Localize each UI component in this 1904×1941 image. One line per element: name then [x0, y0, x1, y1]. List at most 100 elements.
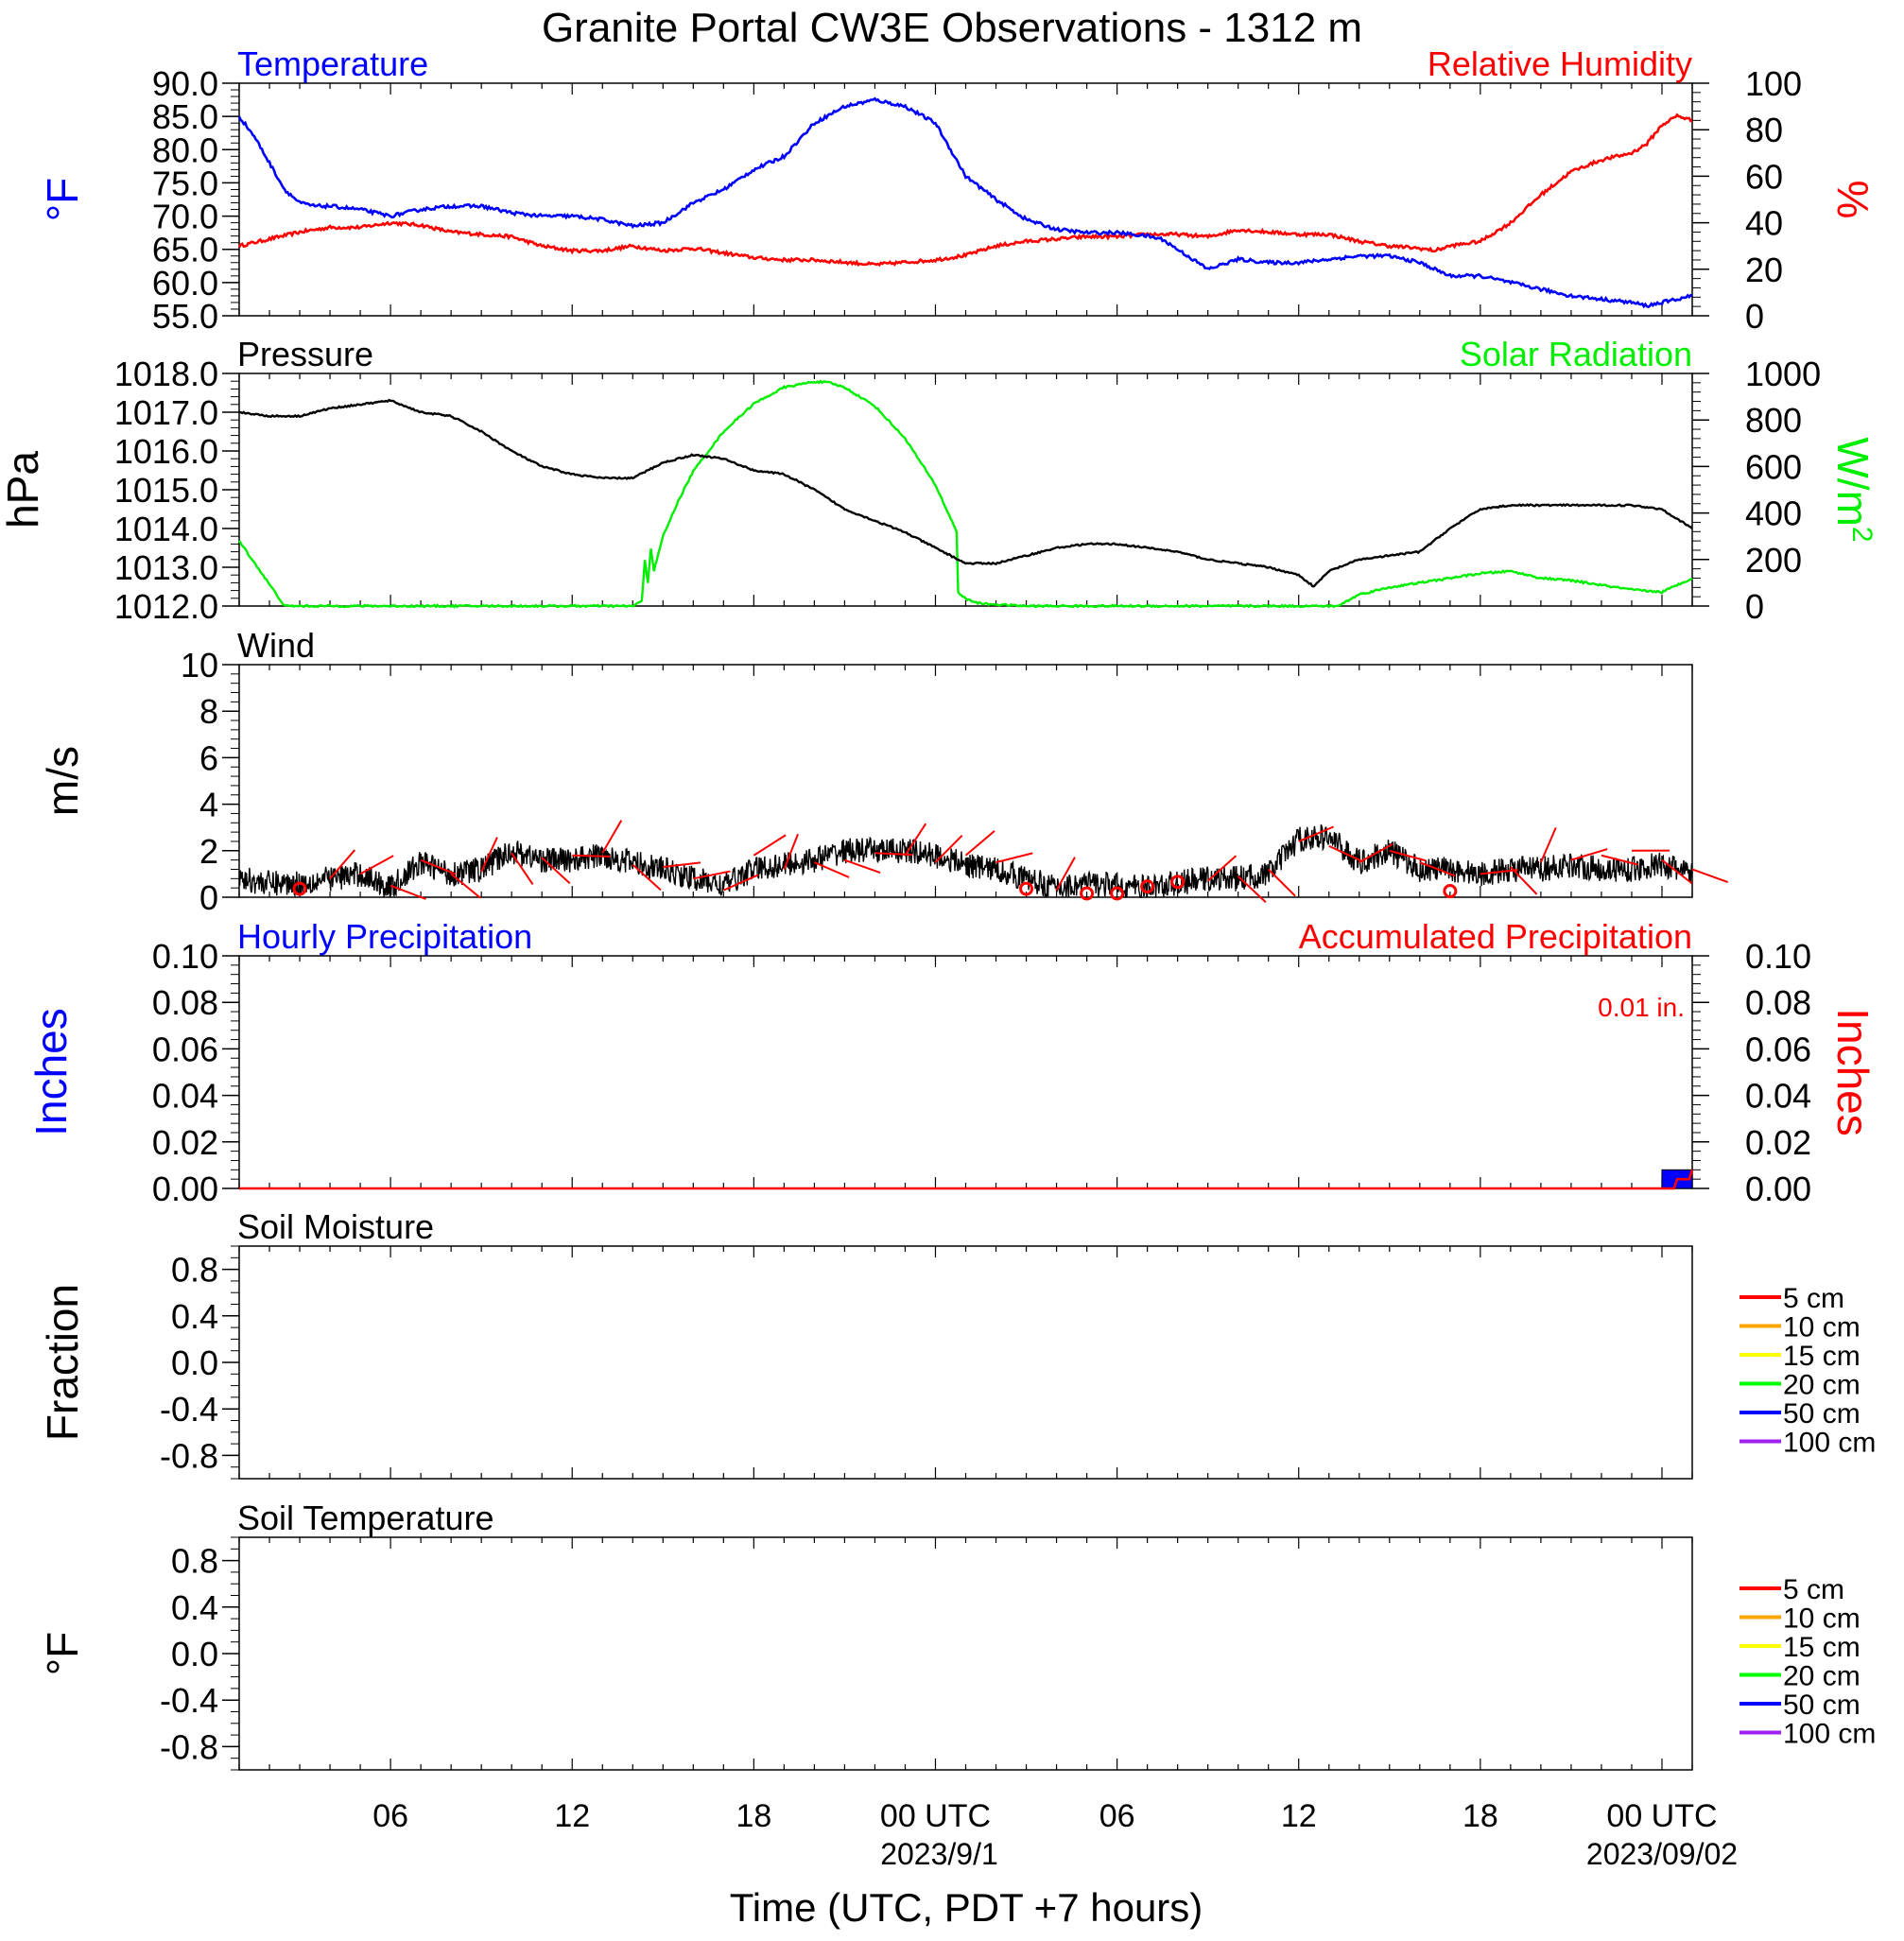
y-left-tick-label: 0.0	[171, 1343, 218, 1382]
y-left-tick-label: 90.0	[152, 64, 218, 103]
y-left-tick-label: 1018.0	[114, 355, 218, 393]
y-left-tick-label: 2	[199, 832, 218, 871]
y-left-tick-label: -0.4	[160, 1390, 218, 1429]
y-left-tick-label: 0.10	[152, 937, 218, 976]
panel-temperature_humidity: Temperature Relative Humidity 90.085.080.0…	[38, 44, 1878, 336]
y-right-label: W/m2	[1828, 437, 1878, 542]
panel-title-right: Accumulated Precipitation	[1299, 917, 1692, 956]
wind-barb	[541, 857, 571, 884]
y-left-tick-label: 10	[181, 646, 218, 685]
wind-barb	[753, 834, 787, 857]
panel-title-left: Pressure	[237, 335, 373, 373]
x-tick-label: 12	[1281, 1798, 1317, 1834]
wind-barb	[1389, 849, 1427, 862]
x-tick-label: 00 UTC	[880, 1798, 991, 1834]
legend-label: 15 cm	[1783, 1632, 1861, 1663]
y-left-tick-label: 1014.0	[114, 510, 218, 548]
wind-barb	[1298, 825, 1335, 842]
series-temperature-line	[237, 96, 1693, 309]
wind-barb	[783, 833, 799, 870]
y-left-label: Inches	[26, 1008, 76, 1136]
y-left-tick-label: 70.0	[152, 198, 218, 236]
panel-title-left: Soil Moisture	[237, 1207, 434, 1246]
y-right-tick-label: 80	[1745, 111, 1783, 149]
y-left-tick-label: 0.06	[152, 1030, 218, 1068]
wind-barb	[601, 820, 623, 854]
wind-barb	[904, 823, 927, 857]
y-left-tick-label: 0	[199, 878, 218, 917]
wind-barb	[1539, 826, 1557, 863]
wind-barb	[1238, 875, 1267, 903]
y-right-tick-label: 20	[1745, 251, 1783, 289]
wind-barb	[1328, 844, 1364, 863]
y-right-label: %	[1828, 181, 1878, 219]
y-right-tick-label: 200	[1745, 541, 1802, 580]
y-left-tick-label: 6	[199, 738, 218, 777]
panel-pressure_solar: Pressure Solar Radiation 1018.01017.01016.…	[0, 335, 1878, 626]
chart-title: Granite Portal CW3E Observations - 1312 …	[542, 5, 1362, 51]
y-left-tick-label: -0.8	[160, 1436, 218, 1475]
legend-label: 50 cm	[1783, 1690, 1861, 1721]
y-left-tick-label: 1017.0	[114, 393, 218, 432]
wind-barb	[844, 858, 881, 874]
legend-label: 100 cm	[1783, 1719, 1876, 1750]
wind-barb	[329, 849, 355, 879]
y-left-tick-label: 85.0	[152, 97, 218, 136]
wind-barb	[964, 830, 995, 857]
y-left-tick-label: 1015.0	[114, 471, 218, 510]
x-tick-label: 18	[1463, 1798, 1498, 1834]
y-left-tick-label: 1016.0	[114, 432, 218, 471]
wind-barb	[1691, 868, 1728, 883]
y-left-tick-label: 0.00	[152, 1170, 218, 1208]
panel-title-left: Temperature	[237, 44, 428, 83]
series-pressure-line	[238, 398, 1693, 588]
wind-barb	[632, 863, 662, 892]
y-right-tick-label: 0	[1745, 587, 1764, 626]
y-left-tick-label: -0.8	[160, 1727, 218, 1766]
legend-label: 10 cm	[1783, 1603, 1861, 1635]
wind-calm-marker	[1110, 886, 1125, 901]
precip-total-annotation: 0.01 in.	[1598, 993, 1685, 1022]
wind-barb	[814, 861, 850, 878]
x-tick-label: 12	[554, 1798, 590, 1834]
y-right-tick-label: 0.04	[1745, 1077, 1811, 1116]
legend-label: 10 cm	[1783, 1312, 1861, 1343]
y-right-tick-label: 100	[1745, 64, 1802, 103]
wind-barb	[1207, 855, 1238, 882]
panel-precipitation: Hourly Precipitation Accumulated Precipit…	[26, 917, 1878, 1208]
wind-barb	[450, 873, 481, 899]
y-left-label: m/s	[38, 746, 87, 816]
y-left-label: hPa	[0, 451, 47, 529]
wind-calm-marker	[1080, 886, 1095, 901]
y-right-tick-label: 0.10	[1745, 937, 1811, 976]
panel-soil_moisture: Soil Moisture 0.8 0.4 0.0 -0.4 -0.8 Fraction 5 …	[38, 1207, 1876, 1480]
y-left-tick-label: 80.0	[152, 130, 218, 169]
y-left-tick-label: 0.08	[152, 983, 218, 1022]
legend-label: 20 cm	[1783, 1370, 1861, 1401]
y-left-tick-label: -0.4	[160, 1681, 218, 1720]
wind-barb	[1510, 866, 1538, 895]
y-right-tick-label: 0.08	[1745, 983, 1811, 1022]
wind-barb	[480, 837, 498, 873]
legend-label: 100 cm	[1783, 1428, 1876, 1459]
wind-barb	[1419, 861, 1456, 877]
y-right-tick-label: 800	[1745, 401, 1802, 440]
y-right-tick-label: 60	[1745, 157, 1783, 196]
wind-barb	[663, 861, 701, 869]
legend-label: 15 cm	[1783, 1341, 1861, 1372]
y-right-tick-label: 400	[1745, 494, 1802, 533]
panel-wind: Wind 10 8 6 4 2 0 m/s	[38, 626, 1728, 917]
wind-calm-marker	[1443, 884, 1458, 899]
y-left-tick-label: 1012.0	[114, 587, 218, 626]
series-solar-radiation-line	[237, 379, 1693, 609]
x-axis-label: Time (UTC, PDT +7 hours)	[730, 1885, 1203, 1930]
wind-barb	[722, 874, 759, 892]
wind-barb	[1055, 857, 1076, 892]
wind-barb	[995, 852, 1033, 864]
wind-barb	[1661, 858, 1693, 885]
x-tick-label: 00 UTC	[1606, 1798, 1717, 1834]
legend-label: 50 cm	[1783, 1398, 1861, 1430]
wind-barb	[389, 884, 426, 900]
